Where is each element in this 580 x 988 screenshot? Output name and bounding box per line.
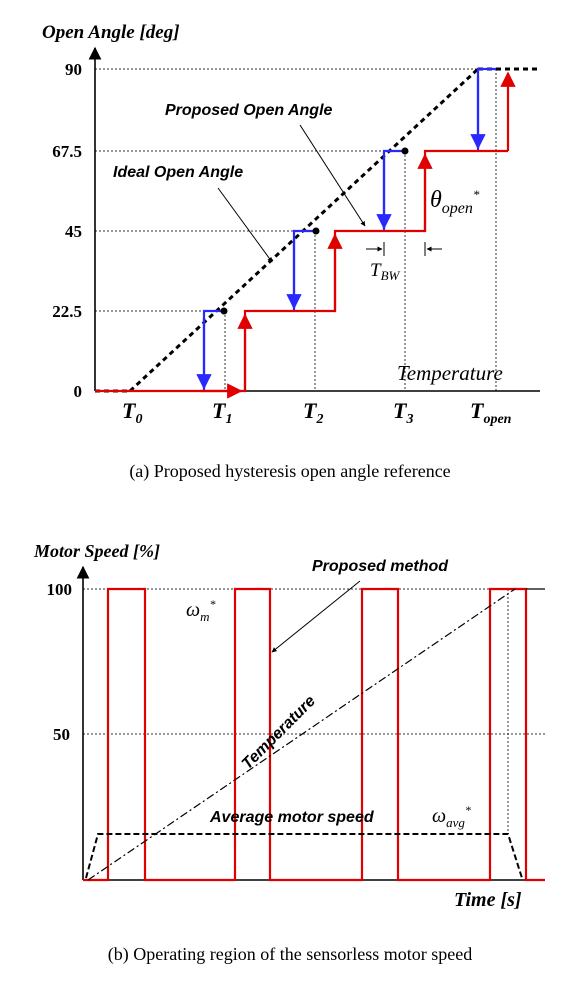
chart-b-caption: (b) Operating region of the sensorless m…: [108, 944, 472, 965]
point-22.5: [220, 307, 228, 315]
motor-speed-pulses: [83, 587, 545, 882]
ytick-90: 90: [65, 60, 82, 79]
temperature-line: [87, 588, 516, 881]
chart-a-grid: [95, 68, 497, 391]
proposed-open-angle-label: Proposed Open Angle: [165, 102, 333, 119]
chart-b-ylabel: Motor Speed [%]: [33, 541, 160, 561]
xtick-t1: T1: [212, 398, 232, 427]
chart-a-xlabel: Temperature: [397, 361, 503, 385]
average-motor-speed-label: Average motor speed: [209, 809, 375, 826]
point-67.5: [401, 147, 409, 155]
falling-step-67.5: [382, 149, 405, 231]
ytick-0: 0: [74, 382, 83, 401]
temperature-label: Temperature: [239, 693, 319, 773]
falling-step-22.5: [202, 309, 225, 391]
chart-a-ylabel: Open Angle [deg]: [42, 22, 180, 43]
theta-open-label: θopen*: [430, 187, 480, 217]
ytick-22.5: 22.5: [52, 302, 82, 321]
proposed-pointer: [299, 124, 366, 227]
tbw-label: TBW: [370, 260, 401, 283]
ytick-45: 45: [65, 222, 82, 241]
proposed-open-angle-line: [95, 149, 508, 393]
proposed-method-label: Proposed method: [312, 558, 449, 575]
ytick-100: 100: [47, 580, 73, 599]
falling-step-90: [476, 67, 496, 151]
average-motor-speed-line: [85, 833, 523, 879]
chart-a: Open Angle [deg] 0 22.5 45 67.5 90 T0 T1: [42, 22, 540, 482]
ytick-50: 50: [53, 725, 70, 744]
ideal-pointer: [217, 187, 273, 263]
xtick-t0: T0: [122, 398, 142, 427]
omega-m-label: ωm*: [186, 597, 216, 624]
point-45: [312, 227, 320, 235]
chart-b: Motor Speed [%] 50 100 Proposed method ω…: [33, 541, 545, 965]
xtick-t2: T2: [303, 398, 323, 427]
xtick-t3: T3: [393, 398, 413, 427]
chart-a-caption: (a) Proposed hysteresis open angle refer…: [129, 461, 450, 482]
ideal-open-angle-label: Ideal Open Angle: [113, 164, 243, 181]
proposed-method-pointer: [271, 580, 361, 653]
omega-avg-label: ωavg*: [432, 803, 471, 830]
falling-step-45: [292, 229, 315, 311]
ytick-67.5: 67.5: [52, 142, 82, 161]
xtick-topen: Topen: [470, 398, 512, 427]
chart-b-xlabel: Time [s]: [454, 889, 522, 911]
